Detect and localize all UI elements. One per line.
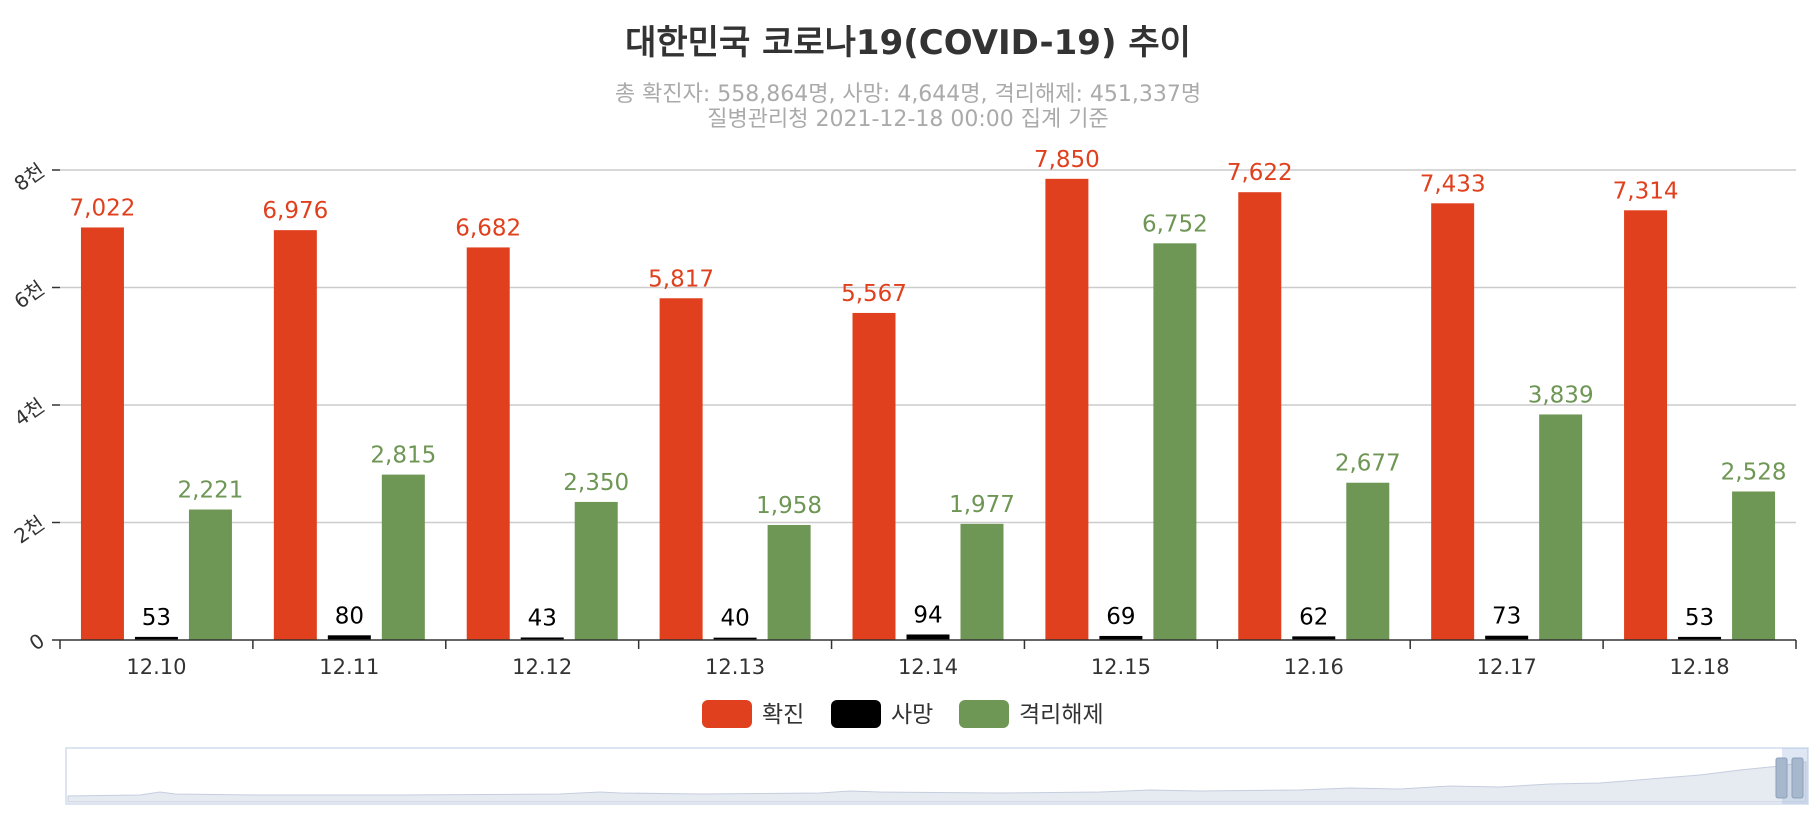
bar-deaths[interactable] (134, 636, 178, 640)
bar-released[interactable] (1346, 482, 1390, 640)
data-label: 6,752 (1142, 211, 1208, 237)
bar-confirmed[interactable] (1431, 203, 1475, 640)
data-label: 53 (142, 605, 171, 631)
x-tick-label: 12.12 (512, 655, 572, 679)
legend-swatch[interactable] (702, 700, 752, 728)
y-tick-label: 2천 (10, 511, 49, 549)
bar-confirmed[interactable] (466, 247, 510, 640)
x-tick-label: 12.14 (898, 655, 958, 679)
bar-confirmed[interactable] (659, 298, 703, 640)
data-label: 62 (1299, 604, 1328, 630)
bar-confirmed[interactable] (1045, 178, 1089, 640)
y-tick-label: 8천 (10, 158, 49, 196)
legend-label[interactable]: 사망 (891, 702, 933, 728)
bar-released[interactable] (188, 509, 232, 640)
data-label: 2,677 (1335, 451, 1401, 477)
x-tick-label: 12.18 (1669, 655, 1729, 679)
data-label: 7,622 (1227, 160, 1293, 186)
data-zoom-handle-right[interactable] (1791, 757, 1804, 799)
bar-deaths[interactable] (906, 634, 950, 640)
data-labels: 7,022 6,976 6,682 5,817 5,567 7,850 7,622 7,433… (70, 147, 1787, 632)
data-label: 1,977 (949, 492, 1015, 518)
x-tick-label: 12.10 (126, 655, 186, 679)
bar-released[interactable] (960, 523, 1004, 640)
data-label: 40 (720, 606, 749, 632)
legend-label[interactable]: 격리해제 (1019, 702, 1104, 728)
chart-subtitle-line-2: 질병관리청 2021-12-18 00:00 집계 기준 (707, 107, 1108, 132)
data-label: 7,314 (1613, 178, 1679, 204)
data-label: 2,528 (1721, 459, 1787, 485)
legend-swatch[interactable] (831, 700, 881, 728)
x-tick-label: 12.13 (705, 655, 765, 679)
data-label: 73 (1492, 604, 1521, 630)
data-zoom-preview (67, 761, 1807, 803)
data-label: 2,350 (563, 470, 629, 496)
data-zoom-slider[interactable] (65, 747, 1809, 805)
x-tick-label: 12.11 (319, 655, 379, 679)
bar-deaths[interactable] (1099, 635, 1143, 640)
x-tick-label: 12.16 (1284, 655, 1344, 679)
data-label: 7,850 (1034, 147, 1100, 173)
legend-label[interactable]: 확진 (762, 702, 804, 728)
data-label: 2,221 (178, 478, 244, 504)
data-label: 5,817 (648, 266, 714, 292)
chart-title: 대한민국 코로나19(COVID-19) 추이 (625, 23, 1191, 63)
bar-released[interactable] (1539, 414, 1583, 640)
bar-confirmed[interactable] (1624, 210, 1668, 641)
data-label: 3,839 (1528, 382, 1594, 408)
bar-deaths[interactable] (1485, 635, 1529, 640)
y-tick-label: 6천 (10, 276, 49, 314)
data-label: 80 (335, 603, 364, 629)
bar-deaths[interactable] (713, 637, 757, 640)
chart-subtitle-line-1: 총 확진자: 558,864명, 사망: 4,644명, 격리해제: 451,3… (615, 82, 1201, 107)
y-tick-label: 0 (25, 628, 49, 655)
data-label: 53 (1685, 605, 1714, 631)
legend[interactable]: 확진 사망 격리해제 (702, 700, 1104, 728)
bar-confirmed[interactable] (80, 227, 124, 640)
bar-confirmed[interactable] (852, 312, 896, 640)
bar-confirmed[interactable] (273, 230, 317, 640)
grid-lines (60, 169, 1796, 524)
data-label: 6,682 (455, 215, 521, 241)
y-tick-label: 4천 (10, 393, 49, 431)
bars[interactable] (80, 178, 1776, 641)
bar-confirmed[interactable] (1238, 192, 1282, 640)
bar-deaths[interactable] (327, 635, 371, 640)
data-label: 1,958 (756, 493, 822, 519)
data-label: 2,815 (370, 443, 436, 469)
x-tick-label: 12.17 (1477, 655, 1537, 679)
bar-deaths[interactable] (520, 637, 564, 640)
data-label: 7,433 (1420, 171, 1486, 197)
bar-deaths[interactable] (1292, 636, 1336, 640)
bar-released[interactable] (1153, 243, 1197, 640)
data-label: 43 (528, 605, 557, 631)
bar-released[interactable] (381, 474, 425, 640)
data-label: 6,976 (262, 198, 328, 224)
data-label: 7,022 (70, 195, 136, 221)
bar-deaths[interactable] (1678, 636, 1722, 640)
bar-released[interactable] (767, 524, 811, 640)
data-label: 5,567 (841, 281, 907, 307)
bar-released[interactable] (1732, 491, 1776, 640)
data-zoom-handle-left[interactable] (1775, 757, 1788, 799)
bar-released[interactable] (574, 501, 618, 640)
legend-swatch[interactable] (959, 700, 1009, 728)
x-tick-label: 12.15 (1091, 655, 1151, 679)
data-label: 69 (1106, 604, 1135, 630)
data-label: 94 (913, 602, 942, 628)
